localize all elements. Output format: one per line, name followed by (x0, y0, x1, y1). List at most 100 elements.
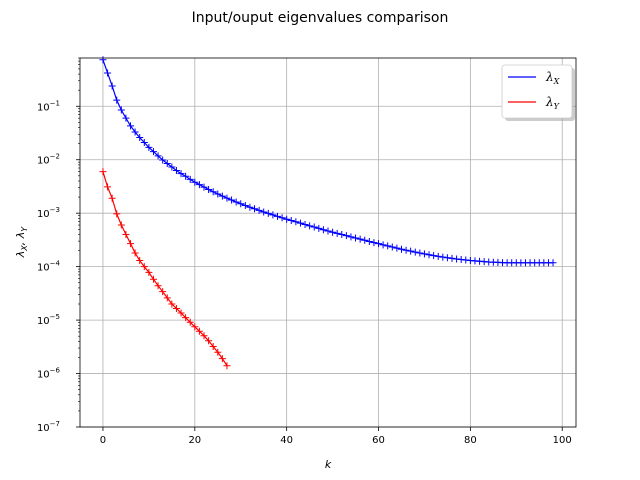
data-point-marker (117, 221, 125, 229)
data-point-marker (333, 229, 341, 237)
data-point-marker (122, 230, 130, 238)
data-point-marker (108, 194, 116, 202)
data-point-marker (149, 275, 157, 283)
data-point-marker (287, 216, 295, 224)
data-point-marker (113, 210, 121, 218)
data-point-marker (205, 337, 213, 345)
data-point-marker (200, 183, 208, 191)
data-point-marker (145, 268, 153, 276)
data-point-marker (127, 240, 135, 248)
data-point-marker (237, 200, 245, 208)
data-point-marker (439, 253, 447, 261)
data-point-marker (99, 168, 107, 176)
x-tick-label: 80 (464, 435, 477, 446)
data-point-marker (365, 237, 373, 245)
y-tick-label: 10−7 (37, 420, 60, 434)
data-point-marker (104, 183, 112, 191)
data-point-marker (145, 143, 153, 151)
data-point-marker (462, 256, 470, 264)
data-point-marker (223, 362, 231, 370)
data-point-marker (402, 246, 410, 254)
legend-label-lambda-x: λX (545, 70, 560, 86)
data-point-marker (269, 211, 277, 219)
data-point-marker (549, 259, 557, 267)
data-point-marker (182, 314, 190, 322)
data-point-marker (163, 294, 171, 302)
y-tick-label: 10−4 (37, 260, 61, 274)
data-point-marker (172, 304, 180, 312)
data-point-marker (241, 202, 249, 210)
data-point-marker (214, 190, 222, 198)
data-point-marker (434, 252, 442, 260)
series-layer (99, 56, 557, 370)
data-point-marker (416, 249, 424, 257)
data-point-marker (443, 254, 451, 262)
data-point-marker (384, 242, 392, 250)
data-point-marker (218, 355, 226, 363)
x-tick-label: 100 (553, 435, 572, 446)
data-point-marker (407, 247, 415, 255)
data-point-marker (246, 203, 254, 211)
data-point-marker (113, 96, 121, 104)
data-point-marker (218, 192, 226, 200)
data-point-marker (448, 254, 456, 262)
data-point-marker (264, 209, 272, 217)
data-point-marker (127, 122, 135, 130)
data-point-marker (154, 282, 162, 290)
data-point-marker (154, 152, 162, 160)
data-point-marker (347, 233, 355, 241)
y-tick-label: 10−2 (37, 153, 60, 167)
data-point-marker (159, 288, 167, 296)
x-tick-label: 40 (280, 435, 293, 446)
data-point-marker (186, 318, 194, 326)
data-point-marker (191, 323, 199, 331)
data-point-marker (177, 309, 185, 317)
data-point-marker (195, 327, 203, 335)
data-point-marker (214, 348, 222, 356)
data-point-marker (393, 244, 401, 252)
data-point-marker (310, 223, 318, 231)
data-point-marker (375, 240, 383, 248)
legend-box (501, 64, 573, 119)
data-point-marker (228, 196, 236, 204)
data-point-marker (453, 255, 461, 263)
x-axis-label: k (325, 458, 332, 471)
data-point-marker (117, 106, 125, 114)
data-point-marker (306, 222, 314, 230)
data-point-marker (209, 343, 217, 351)
data-point-marker (324, 227, 332, 235)
x-tick-label: 20 (188, 435, 201, 446)
data-point-marker (131, 249, 139, 257)
chart-title: Input/ouput eigenvalues comparison (192, 10, 449, 26)
data-point-marker (411, 248, 419, 256)
data-point-marker (136, 134, 144, 142)
data-point-marker (186, 175, 194, 183)
y-tick-labels: 10−7 10−6 10−5 10−4 10−3 10−2 10−1 (37, 99, 61, 434)
data-point-marker (200, 332, 208, 340)
data-point-marker (255, 206, 263, 214)
data-point-marker (338, 230, 346, 238)
plot-frame (79, 57, 577, 428)
data-point-marker (122, 114, 130, 122)
data-point-marker (370, 239, 378, 247)
data-point-marker (172, 166, 180, 174)
data-point-marker (397, 245, 405, 253)
data-point-marker (388, 243, 396, 251)
data-point-marker (296, 219, 304, 227)
data-point-marker (430, 252, 438, 260)
data-point-marker (136, 257, 144, 265)
data-point-marker (319, 226, 327, 234)
data-point-marker (140, 139, 148, 147)
data-point-marker (342, 232, 350, 240)
data-point-marker (168, 300, 176, 308)
data-point-marker (108, 82, 116, 90)
data-point-marker (260, 208, 268, 216)
data-point-marker (131, 128, 139, 136)
data-point-marker (315, 224, 323, 232)
data-point-marker (292, 218, 300, 226)
data-point-marker (251, 205, 259, 213)
legend-label-lambda-y: λY (545, 95, 560, 111)
data-point-marker (223, 194, 231, 202)
data-point-marker (352, 234, 360, 242)
